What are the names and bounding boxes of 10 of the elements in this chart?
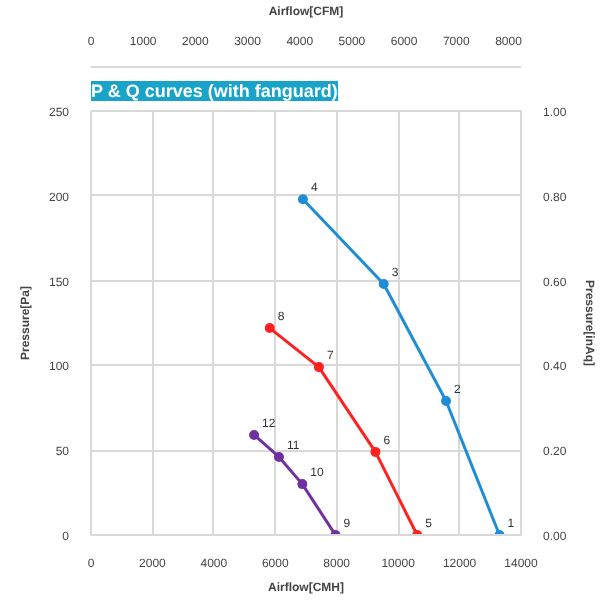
point xyxy=(249,429,260,440)
point xyxy=(441,396,452,407)
point xyxy=(313,362,324,373)
point xyxy=(264,323,275,334)
point xyxy=(378,279,389,289)
point xyxy=(370,446,381,457)
point xyxy=(297,479,308,490)
point xyxy=(297,194,308,205)
point xyxy=(273,451,284,462)
chart-title: P & Q curves (with fanguard) xyxy=(91,81,338,101)
